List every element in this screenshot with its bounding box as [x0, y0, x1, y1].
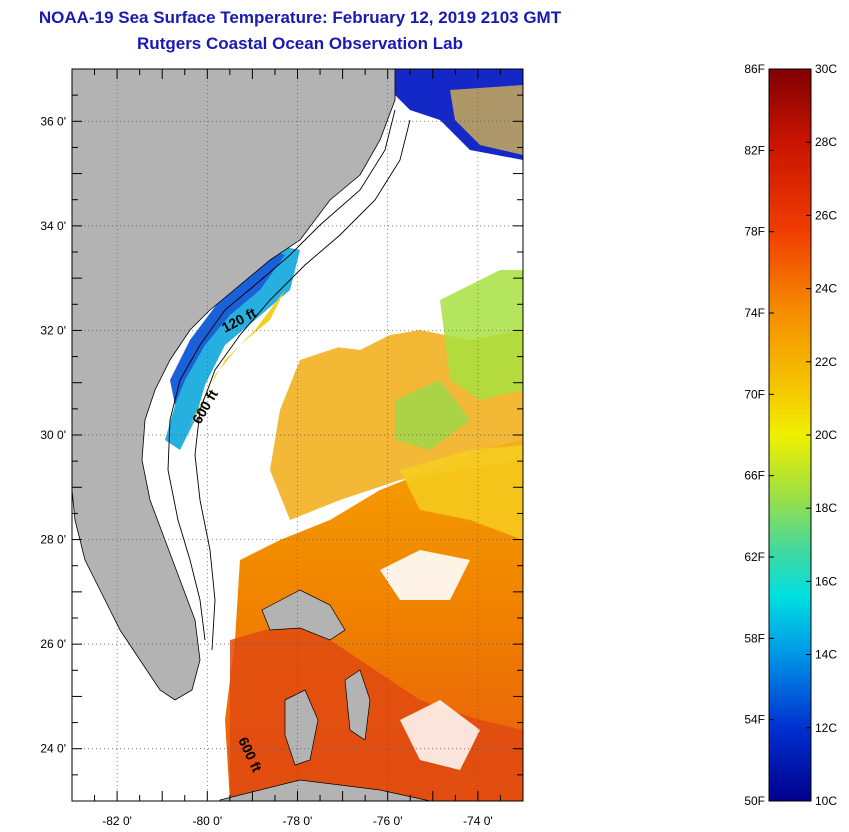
- colorbar-label-celsius: 24C: [815, 282, 837, 296]
- colorbar-label-fahrenheit: 82F: [744, 143, 765, 157]
- cloud-mask-1: [300, 270, 400, 350]
- colorbar-label-celsius: 16C: [815, 574, 837, 588]
- longitude-label: -74 0': [463, 814, 493, 828]
- map-subtitle: Rutgers Coastal Ocean Observation Lab: [137, 34, 463, 53]
- colorbar-label-fahrenheit: 70F: [744, 387, 765, 401]
- latitude-label: 34 0': [40, 219, 66, 233]
- latitude-label: 24 0': [40, 742, 66, 756]
- colorbar-label-celsius: 20C: [815, 428, 837, 442]
- sst-green-patch-2: [395, 380, 470, 450]
- colorbar-label-fahrenheit: 58F: [744, 631, 765, 645]
- colorbar-label-fahrenheit: 62F: [744, 550, 765, 564]
- colorbar-fahrenheit-labels: 86F 82F 78F 74F 70F 66F 62F 58F 54F 50F: [744, 62, 774, 808]
- colorbar-label-celsius: 22C: [815, 355, 837, 369]
- colorbar-label-fahrenheit: 54F: [744, 713, 765, 727]
- colorbar: [768, 68, 812, 802]
- sst-shelf-cold: [170, 250, 285, 405]
- colorbar-label-fahrenheit: 66F: [744, 469, 765, 483]
- land-bahamas-andros: [284, 689, 319, 766]
- colorbar-label-celsius: 26C: [815, 208, 837, 222]
- land-bahamas-east: [344, 669, 371, 741]
- map-title: NOAA-19 Sea Surface Temperature: Februar…: [38, 8, 562, 27]
- cloud-mask-3: [400, 700, 480, 770]
- land-us-coast: [72, 69, 396, 701]
- colorbar-label-celsius: 12C: [815, 721, 837, 735]
- sst-green-patch: [440, 270, 523, 400]
- colorbar-label-fahrenheit: 86F: [744, 62, 765, 76]
- colorbar-label-fahrenheit: 74F: [744, 306, 765, 320]
- colorbar-label-celsius: 14C: [815, 648, 837, 662]
- longitude-label: -76 0': [373, 814, 403, 828]
- colorbar-label-celsius: 28C: [815, 135, 837, 149]
- longitude-label: -80 0': [192, 814, 222, 828]
- map-ticks: [71, 68, 524, 802]
- map-area: [72, 69, 523, 801]
- longitude-label: -78 0': [283, 814, 313, 828]
- sst-shelf-edge: [190, 290, 285, 425]
- sst-yellow-band: [400, 445, 523, 540]
- colorbar-label-fahrenheit: 78F: [744, 225, 765, 239]
- latitude-label: 36 0': [40, 114, 66, 128]
- colorbar-celsius-labels: 30C 28C 26C 24C 22C 20C 18C 16C 14C 12C 10C: [806, 62, 837, 808]
- colorbar-label-celsius: 18C: [815, 501, 837, 515]
- contour-120ft: [167, 109, 396, 641]
- sst-north-mixed: [450, 85, 523, 155]
- sst-shelf-water: [165, 245, 300, 450]
- longitude-labels: -82 0' -80 0' -78 0' -76 0' -74 0': [102, 814, 492, 828]
- latitude-label: 32 0': [40, 323, 66, 337]
- latitude-label: 30 0': [40, 428, 66, 442]
- latitude-labels: 36 0' 34 0' 32 0' 30 0' 28 0' 26 0' 24 0': [40, 114, 66, 755]
- latitude-label: 28 0': [40, 533, 66, 547]
- colorbar-label-celsius: 30C: [815, 62, 837, 76]
- colorbar-label-celsius: 10C: [815, 794, 837, 808]
- colorbar-label-fahrenheit: 50F: [744, 794, 765, 808]
- longitude-label: -82 0': [102, 814, 132, 828]
- land-bahamas-grand: [261, 589, 346, 641]
- contour-600ft: [194, 119, 411, 651]
- latitude-label: 26 0': [40, 637, 66, 651]
- cloud-mask-2: [380, 550, 470, 600]
